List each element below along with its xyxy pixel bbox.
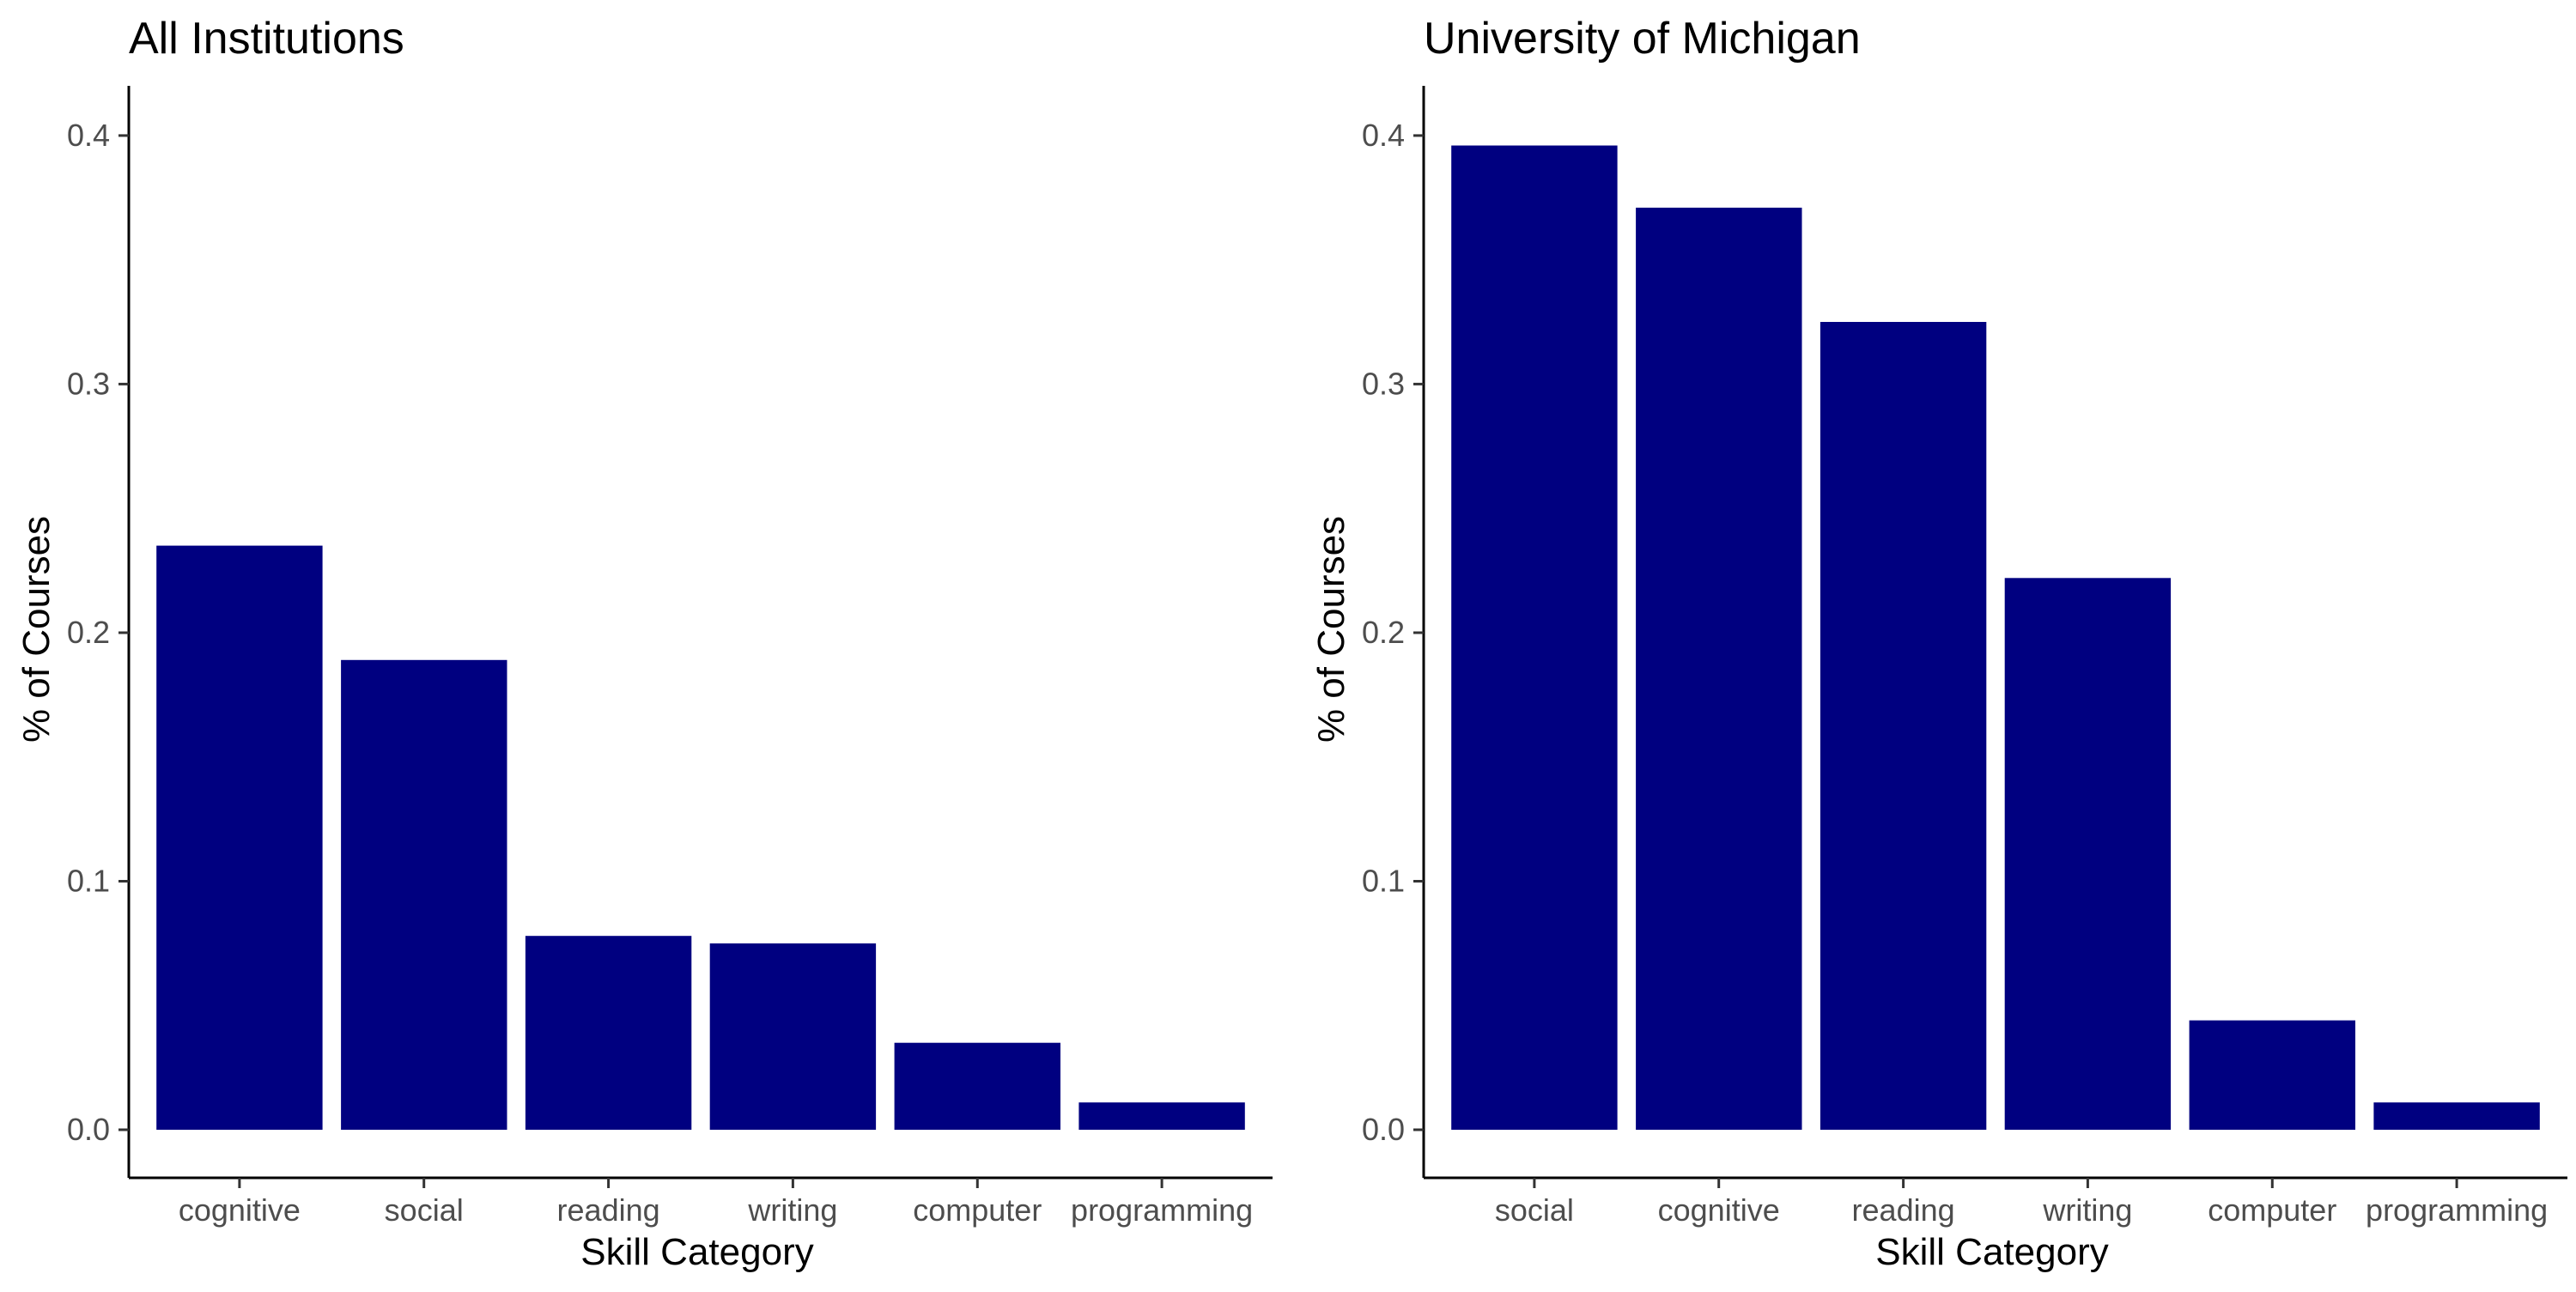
x-tick-label: social: [385, 1192, 464, 1228]
x-tick-label: reading: [557, 1192, 660, 1228]
bar-programming: [1078, 1102, 1245, 1130]
y-tick-label: 0.0: [1362, 1112, 1405, 1147]
y-tick-label: 0.4: [67, 118, 110, 153]
bar-cognitive: [1636, 207, 1802, 1130]
panel-all-institutions: All Institutions Skill Category % of Cou…: [15, 14, 1273, 1273]
bar-social: [1451, 145, 1618, 1130]
y-tick-label: 0.4: [1362, 118, 1405, 153]
x-tick-label: cognitive: [179, 1192, 301, 1228]
y-tick-label: 0.1: [67, 864, 110, 899]
y-tick-label: 0.1: [1362, 864, 1405, 899]
x-ticks: social cognitive reading writing computer pro…: [1495, 1178, 2548, 1228]
bar-cognitive: [156, 545, 323, 1130]
x-tick-label: writing: [2042, 1192, 2132, 1228]
y-tick-label: 0.2: [1362, 615, 1405, 650]
x-ticks: cognitive social reading writing computer pro…: [179, 1178, 1253, 1228]
chart-title: All Institutions: [129, 14, 404, 64]
chart-title: University of Michigan: [1424, 14, 1861, 64]
bar-group: [1451, 145, 2540, 1130]
x-tick-label: reading: [1852, 1192, 1955, 1228]
x-tick-label: computer: [913, 1192, 1042, 1228]
bar-writing: [2004, 578, 2172, 1130]
y-ticks: 0.0 0.1 0.2 0.3 0.4: [67, 118, 129, 1147]
y-tick-label: 0.3: [67, 366, 110, 401]
bar-group: [156, 545, 1245, 1130]
y-tick-label: 0.0: [67, 1112, 110, 1147]
bar-reading: [1820, 322, 1987, 1130]
y-axis-title: % of Courses: [1310, 516, 1352, 743]
x-tick-label: social: [1495, 1192, 1574, 1228]
x-axis-title: Skill Category: [1875, 1231, 2108, 1273]
x-axis-title: Skill Category: [580, 1231, 813, 1273]
x-tick-label: computer: [2208, 1192, 2336, 1228]
y-tick-label: 0.3: [1362, 366, 1405, 401]
y-ticks: 0.0 0.1 0.2 0.3 0.4: [1362, 118, 1424, 1147]
x-tick-label: programming: [1071, 1192, 1253, 1228]
y-axis-title: % of Courses: [15, 516, 58, 743]
panel-university-of-michigan: University of Michigan Skill Category % …: [1310, 14, 2567, 1273]
bar-writing: [709, 943, 877, 1130]
y-tick-label: 0.2: [67, 615, 110, 650]
bar-programming: [2373, 1102, 2540, 1130]
bar-social: [341, 659, 507, 1130]
x-tick-label: writing: [747, 1192, 837, 1228]
bar-computer: [894, 1042, 1060, 1130]
x-tick-label: cognitive: [1658, 1192, 1780, 1228]
bar-reading: [525, 936, 692, 1130]
x-tick-label: programming: [2366, 1192, 2548, 1228]
bar-computer: [2189, 1020, 2355, 1130]
